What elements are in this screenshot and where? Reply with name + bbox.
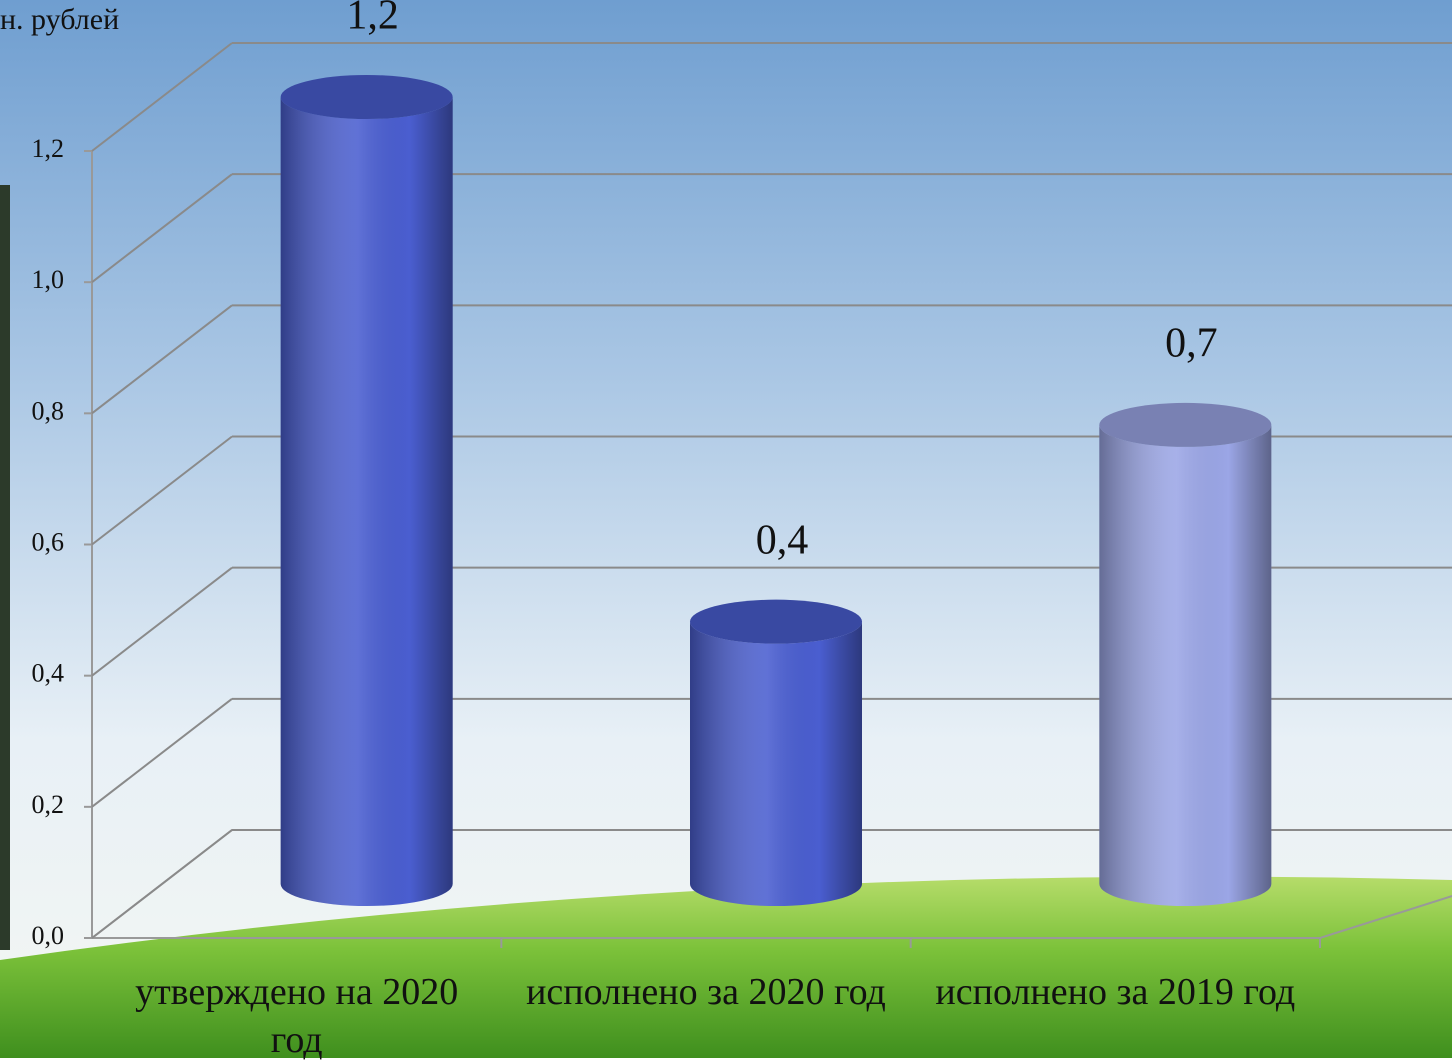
x-tick-label: исполнено за 2020 год: [526, 971, 886, 1013]
bar-top-shade: [690, 599, 862, 644]
y-tick-label: 0,2: [32, 790, 65, 819]
value-label: 0,7: [1165, 321, 1218, 367]
grid-line-side: [91, 304, 233, 415]
bar-top: [1099, 402, 1272, 447]
y-tick-label: 1,2: [32, 134, 65, 163]
value-label: 0,4: [756, 517, 809, 563]
y-tick-label: 0,6: [32, 527, 65, 556]
x-tick-label: утверждено на 2020 год: [135, 971, 459, 1061]
bar-top: [690, 599, 862, 644]
grid-line-side: [91, 829, 233, 939]
y-tick-label: 1,0: [32, 265, 65, 294]
grid-line-side: [91, 566, 233, 677]
y-tick-label: 0,8: [32, 396, 65, 425]
bar-top-shade: [280, 75, 453, 119]
grid-line-side: [91, 173, 233, 283]
grid-line-side: [91, 435, 233, 546]
value-label: 1,2: [346, 0, 399, 39]
axis-title: н. рублей: [0, 3, 119, 36]
grid-line-side: [91, 42, 233, 152]
bar-top: [280, 75, 453, 119]
bar-shading: [690, 621, 862, 906]
photo-edge: [0, 185, 10, 950]
grass-background: [0, 876, 1452, 1058]
bar-shading: [280, 97, 453, 906]
grid-line-side: [91, 698, 233, 808]
bar-top-shade: [1099, 402, 1272, 447]
y-tick-label: 0,4: [32, 659, 65, 688]
x-tick-label: исполнено за 2019 год: [935, 971, 1296, 1013]
y-tick-label: 0,0: [32, 921, 65, 950]
bar-shading: [1099, 424, 1272, 907]
